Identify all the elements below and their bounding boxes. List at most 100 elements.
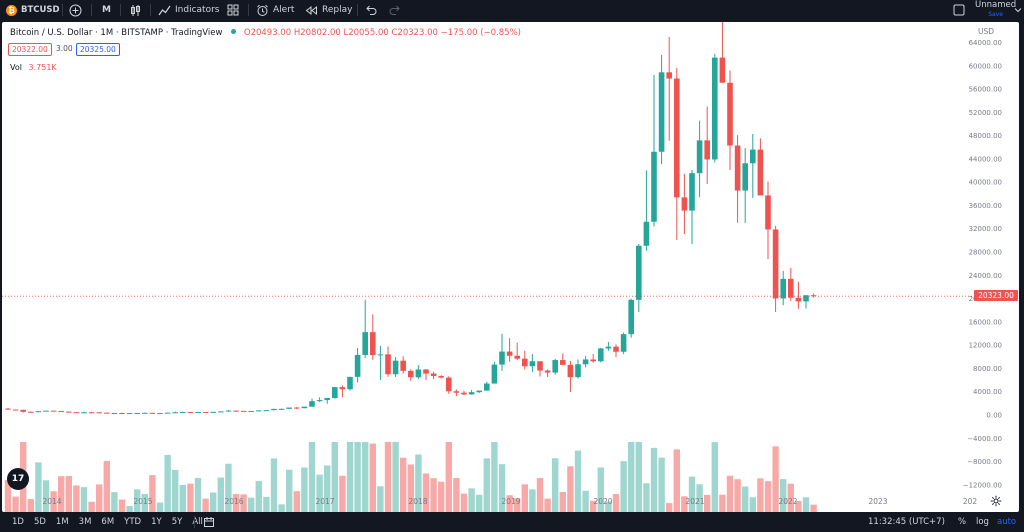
candle-body (104, 412, 110, 414)
time-tick-label: 2016 (224, 497, 243, 506)
range-button-5y[interactable]: 5Y (171, 517, 183, 527)
tradingview-logo[interactable]: 17 (7, 468, 29, 490)
range-button-ytd[interactable]: YTD (124, 517, 142, 527)
symbol-search-button[interactable]: ₿ BTCUSD (6, 0, 60, 20)
candle-body (430, 373, 437, 377)
auto-scale-toggle[interactable]: auto (997, 517, 1017, 527)
currency-label[interactable]: USD (978, 27, 995, 36)
range-button-5d[interactable]: 5D (33, 517, 46, 527)
candle-body (613, 346, 619, 352)
alert-button[interactable]: Alert (256, 0, 294, 20)
candle-body (674, 78, 680, 198)
candle-body (696, 140, 703, 174)
volume-bar (590, 500, 597, 512)
candle-body (301, 406, 308, 409)
volume-bar (757, 478, 764, 512)
layout-name: Unnamed (975, 0, 1017, 10)
layout-name-button[interactable]: Unnamed Save (975, 0, 1016, 20)
volume-bar (225, 463, 232, 512)
volume-bar (635, 442, 642, 512)
time-tick-label: 2022 (778, 497, 797, 506)
timezone-clock[interactable]: 11:32:45 (UTC+7) (868, 517, 945, 527)
price-tick-label: 12000.00 (969, 342, 1002, 350)
volume-bar (430, 478, 437, 512)
candle-body (757, 149, 764, 196)
chart-pane[interactable]: 64000.00 60000.00 56000.00 52000.00 48000.00… (2, 22, 1019, 512)
volume-bar (278, 504, 285, 512)
volume-bar (802, 497, 810, 512)
date-range-button[interactable] (203, 512, 215, 532)
candle-body (636, 245, 642, 300)
price-tick-label: 56000.00 (969, 86, 1002, 94)
candle-body (704, 140, 710, 160)
candle-body (58, 411, 64, 413)
volume-bar (263, 496, 270, 512)
volume-bar (780, 479, 787, 512)
layout-icon-button[interactable] (953, 0, 965, 20)
time-tick-label: 2019 (501, 497, 520, 506)
volume-bar (567, 466, 574, 512)
layout-dropdown-button[interactable] (1014, 0, 1022, 20)
percent-scale-toggle[interactable]: % (958, 517, 967, 527)
indicators-button[interactable]: Indicators (158, 0, 219, 20)
volume-bar (240, 494, 247, 512)
volume-bar (210, 492, 217, 512)
undo-button[interactable] (365, 0, 377, 20)
interval-button[interactable]: M (102, 0, 111, 20)
tradingview-logo-icon: 17 (11, 474, 25, 484)
volume-bar (491, 442, 498, 512)
last-price-badge: 20323.00 (974, 290, 1018, 301)
chart-settings-button[interactable] (990, 492, 1002, 511)
candle-body (324, 398, 330, 401)
replay-button[interactable]: Replay (305, 0, 352, 20)
chevron-down-icon (1014, 8, 1022, 13)
candle-body (423, 369, 429, 374)
volume-bar (559, 491, 566, 512)
candle-body (225, 410, 232, 412)
candle-body (544, 370, 551, 373)
candle-body (81, 412, 87, 414)
volume-bar (506, 495, 513, 512)
volume-bar (65, 476, 72, 512)
volume-bar (316, 474, 323, 512)
sell-price-button[interactable]: 20322.00 (8, 43, 52, 56)
candle-body (172, 412, 178, 414)
buy-price-button[interactable]: 20325.00 (76, 43, 120, 56)
alarm-clock-icon (257, 4, 268, 16)
chart-type-button[interactable] (129, 0, 142, 20)
price-chart[interactable]: 64000.00 60000.00 56000.00 52000.00 48000.00… (2, 22, 1019, 512)
candle-body (620, 334, 627, 352)
candle-body (567, 364, 574, 378)
indicators-icon (158, 5, 171, 15)
candle-body (392, 360, 399, 375)
range-button-1m[interactable]: 1M (55, 517, 69, 527)
price-tick-label: 40000.00 (969, 179, 1002, 187)
range-button-6m[interactable]: 6M (101, 517, 115, 527)
range-button-1y[interactable]: 1Y (151, 517, 162, 527)
volume-bar (415, 454, 422, 512)
log-scale-toggle[interactable]: log (976, 517, 989, 527)
candle-body (780, 278, 786, 299)
range-button-3m[interactable]: 3M (78, 517, 92, 527)
compare-symbol-button[interactable] (69, 0, 82, 20)
volume-bar (620, 461, 627, 512)
candle-body (294, 407, 300, 409)
candle-body (552, 360, 558, 373)
range-button-1d[interactable]: 1D (12, 517, 24, 527)
candle-body (316, 400, 323, 402)
price-tick-label: −8000.00 (967, 458, 1002, 466)
redo-button[interactable] (389, 0, 401, 20)
price-tick-label: 28000.00 (969, 249, 1002, 257)
time-tick-label: 2014 (42, 497, 61, 506)
templates-button[interactable] (227, 0, 239, 20)
volume-legend: Vol 3.751K (10, 63, 57, 72)
undo-icon (366, 5, 377, 15)
candle-body (187, 411, 194, 413)
candle-body (332, 387, 338, 399)
volume-bar (194, 477, 202, 512)
volume-bar (346, 442, 354, 512)
volume-bar (422, 473, 430, 512)
volume-bar (111, 492, 118, 512)
range-button-all[interactable]: All (192, 517, 203, 527)
legend-title[interactable]: Bitcoin / U.S. Dollar · 1M · BITSTAMP · … (10, 28, 223, 38)
